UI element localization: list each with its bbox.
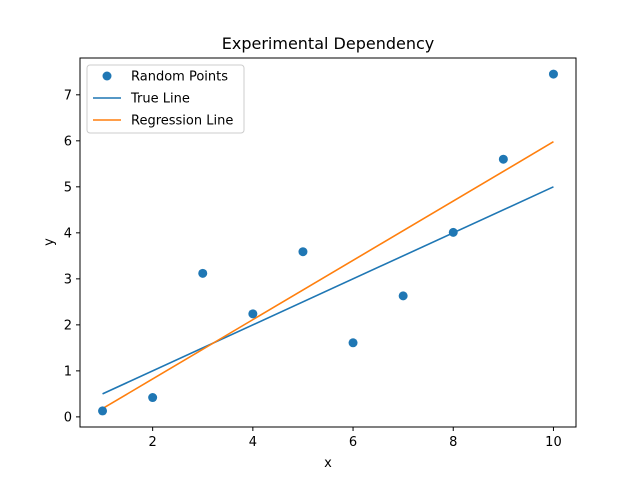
legend-label: True Line — [130, 92, 190, 107]
scatter-point — [298, 247, 308, 257]
legend: Random Points True Line Regression Line — [86, 64, 245, 134]
series-line-2 — [102, 141, 554, 410]
y-tick-label: 5 — [64, 180, 72, 195]
x-tick-label: 10 — [545, 435, 562, 450]
scatter-point — [348, 338, 358, 348]
x-axis-label: x — [324, 456, 332, 471]
y-tick-label: 7 — [64, 88, 72, 103]
legend-label: Random Points — [131, 70, 228, 85]
y-tick-label: 2 — [64, 318, 72, 333]
x-tick-label: 8 — [449, 435, 457, 450]
scatter-point — [198, 268, 208, 278]
scatter-point — [98, 406, 108, 416]
y-tick-label: 6 — [64, 134, 72, 149]
axes-frame — [79, 57, 577, 428]
scatter-point — [548, 69, 558, 79]
y-tick-label: 4 — [64, 226, 72, 241]
x-tick-label: 4 — [249, 435, 257, 450]
series-lines — [102, 141, 554, 410]
scatter-point — [398, 291, 408, 301]
scatter-point — [498, 154, 508, 164]
chart-title: Experimental Dependency — [222, 34, 435, 53]
scatter-point — [248, 309, 258, 319]
x-axis-ticks: 2 4 6 8 10 — [149, 427, 562, 450]
x-tick-label: 6 — [349, 435, 357, 450]
y-axis-label: y — [42, 238, 57, 246]
y-tick-label: 1 — [64, 364, 72, 379]
y-tick-label: 3 — [64, 272, 72, 287]
scatter-points — [98, 69, 558, 416]
y-tick-label: 0 — [64, 410, 72, 425]
y-axis-ticks: 0 1 2 3 4 5 6 7 — [64, 88, 80, 425]
x-tick-label: 2 — [149, 435, 157, 450]
legend-label: Regression Line — [131, 114, 233, 129]
series-line-1 — [102, 186, 554, 395]
scatter-point — [148, 393, 158, 403]
legend-swatch-marker — [102, 71, 112, 81]
legend-box — [86, 64, 245, 134]
scatter-point — [448, 227, 458, 237]
